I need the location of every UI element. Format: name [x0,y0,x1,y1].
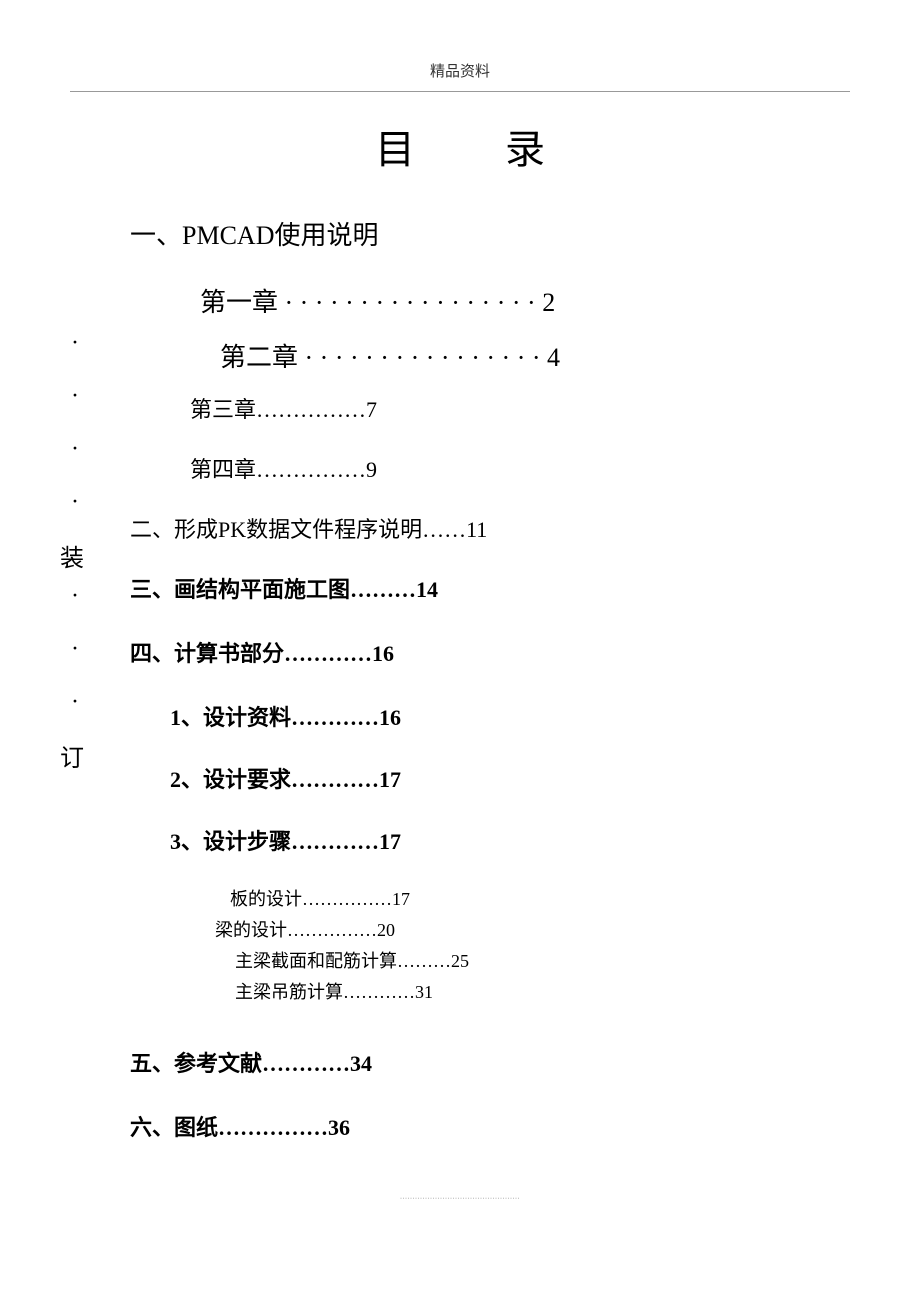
binding-dot: · [60,636,90,663]
header-underline [70,91,850,92]
toc-section-4-1: 1、设计资料…………16 [130,700,840,732]
toc-section-6: 六、图纸……………36 [130,1110,840,1142]
toc-section-5: 五、参考文献…………34 [130,1046,840,1078]
toc-chapter-4: 第四章……………9 [130,452,840,484]
section-1-heading: 一、PMCAD使用说明 [130,215,840,252]
toc-section-4: 四、计算书部分…………16 [130,636,840,668]
toc-sub-main-beam-hanger: 主梁吊筋计算…………31 [130,979,840,1006]
toc-chapter-2: 第二章 · · · · · · · · · · · · · · · · 4 [130,337,840,374]
binding-margin: · · · · 装 · · · 订 [60,330,90,783]
toc-section-4-2: 2、设计要求…………17 [130,762,840,794]
binding-dot: · [60,689,90,716]
toc-section-4-3: 3、设计步骤…………17 [130,824,840,856]
binding-dot: · [60,436,90,463]
binding-dot: · [60,330,90,357]
toc-chapter-3: 第三章……………7 [130,392,840,424]
binding-dot: · [60,583,90,610]
toc-sub-main-beam-section: 主梁截面和配筋计算………25 [130,948,840,975]
footer-dots: ········································… [0,1196,920,1202]
toc-content: 一、PMCAD使用说明 第一章 · · · · · · · · · · · · … [0,215,920,1142]
binding-dot: · [60,489,90,516]
binding-char-ding: 订 [60,738,90,773]
toc-chapter-1: 第一章 · · · · · · · · · · · · · · · · · 2 [130,282,840,319]
toc-section-3: 三、画结构平面施工图………14 [130,572,840,604]
toc-section-2: 二、形成PK数据文件程序说明……11 [130,512,840,544]
page-header-label: 精品资料 [0,0,920,81]
toc-sub-beam-design: 梁的设计……………20 [130,917,840,944]
toc-sub-plate-design: 板的设计……………17 [130,886,840,913]
main-title: 目 录 [0,117,920,175]
binding-char-zhuang: 装 [60,538,90,573]
binding-dot: · [60,383,90,410]
